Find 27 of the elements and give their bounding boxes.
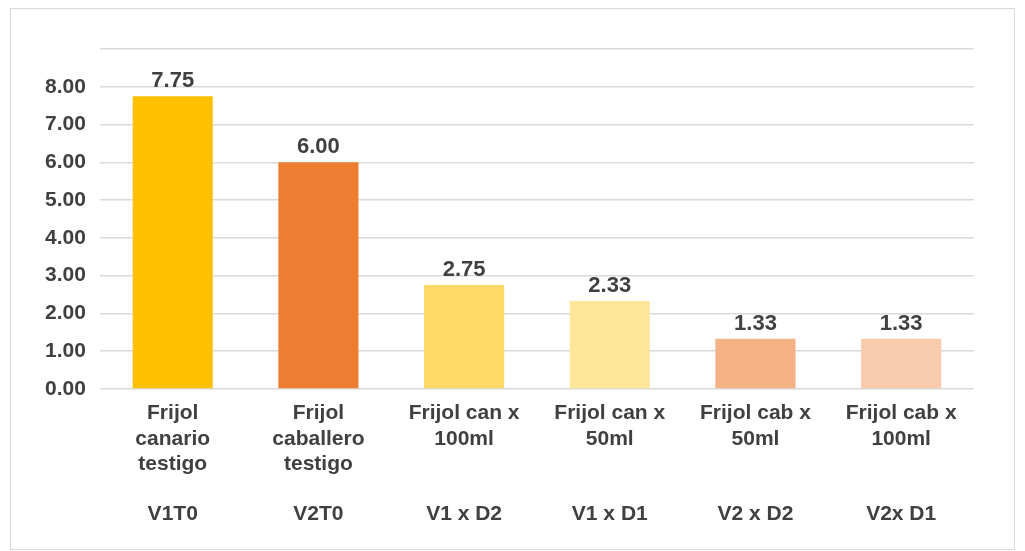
bar	[715, 338, 796, 389]
y-tick-label: 2.00	[45, 300, 86, 324]
y-tick-label: 4.00	[45, 224, 86, 248]
data-label: 1.33	[734, 309, 777, 335]
category-label: Frijol can x 100ml V1 x D2	[408, 400, 520, 525]
category-label: Frijol cab x 100ml V2x D1	[845, 400, 957, 525]
bar	[278, 162, 359, 389]
bar	[861, 338, 942, 389]
bar	[132, 96, 213, 389]
y-tick-label: 8.00	[45, 73, 86, 97]
bar	[569, 300, 650, 389]
bar	[424, 285, 505, 389]
category-label: Frijol canario testigo V1T0	[135, 400, 211, 525]
category-label: Frijol cab x 50ml V2 x D2	[700, 400, 811, 525]
data-label: 2.75	[442, 256, 486, 282]
data-label: 1.33	[879, 309, 923, 335]
data-label: 6.00	[296, 133, 340, 159]
y-tick-label: 5.00	[45, 186, 86, 210]
y-tick-label: 0.00	[45, 375, 86, 399]
category-label: Frijol caballero testigo V2T0	[272, 400, 365, 525]
category-label: Frijol can x 50ml V1 x D1	[554, 400, 666, 525]
y-tick-label: 1.00	[45, 338, 86, 362]
data-label: 7.75	[151, 67, 195, 93]
y-tick-label: 7.00	[45, 111, 86, 135]
y-tick-label: 3.00	[45, 262, 86, 286]
data-label: 2.33	[588, 272, 632, 298]
y-tick-label: 6.00	[45, 149, 86, 173]
